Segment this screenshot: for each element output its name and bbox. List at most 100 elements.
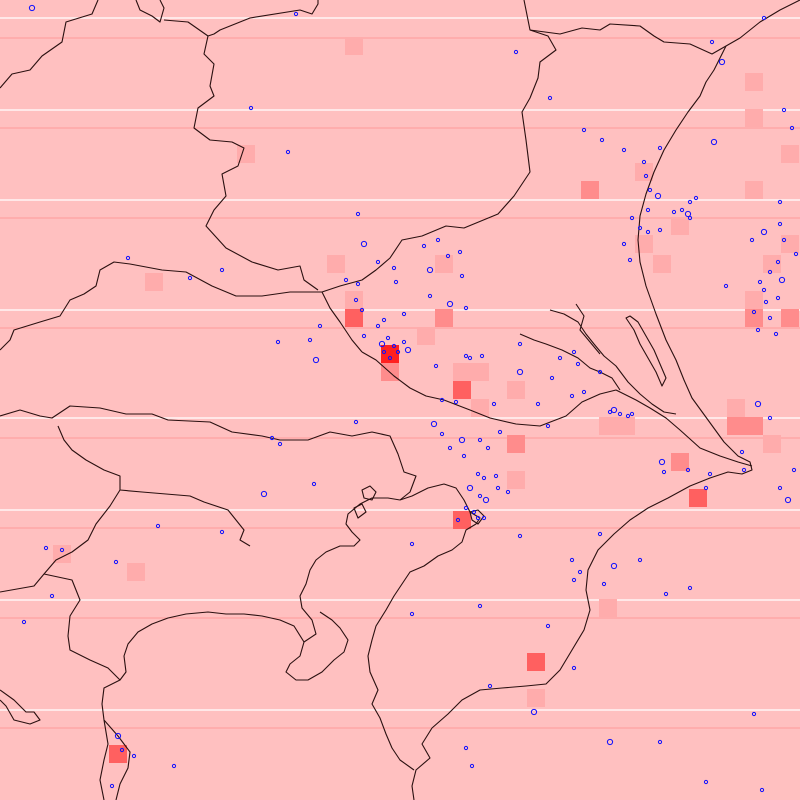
observation-point — [610, 562, 618, 570]
observation-point — [312, 356, 320, 364]
observation-point — [775, 259, 781, 265]
density-cell — [453, 511, 471, 529]
observation-point — [427, 293, 433, 299]
observation-point — [477, 437, 483, 443]
density-cell — [763, 255, 781, 273]
observation-point — [577, 569, 583, 575]
observation-point — [477, 603, 483, 609]
border-north-west — [0, 0, 99, 89]
observation-point — [155, 523, 161, 529]
observation-point — [571, 349, 577, 355]
observation-point — [430, 420, 438, 428]
observation-point — [125, 255, 131, 261]
observation-point — [645, 229, 651, 235]
observation-point — [391, 265, 397, 271]
observation-point — [763, 299, 769, 305]
observation-point — [761, 287, 767, 293]
observation-point — [113, 559, 119, 565]
observation-point — [581, 389, 587, 395]
sagami-bay — [119, 611, 305, 681]
observation-point — [645, 207, 651, 213]
observation-point — [401, 311, 407, 317]
border-saitama-tokyo — [0, 405, 417, 501]
observation-point — [353, 419, 359, 425]
border-gunma-tochigi-east — [193, 35, 319, 291]
density-cell — [781, 235, 799, 253]
observation-point — [757, 279, 763, 285]
observation-point — [491, 401, 497, 407]
density-cell — [635, 235, 653, 253]
observation-point — [581, 127, 587, 133]
observation-point — [131, 753, 137, 759]
observation-point — [545, 623, 551, 629]
density-cell — [599, 417, 617, 435]
observation-point — [749, 237, 755, 243]
observation-point — [516, 368, 524, 376]
density-cell — [345, 309, 363, 327]
river-north — [575, 303, 601, 355]
density-cell — [527, 653, 545, 671]
observation-point — [777, 485, 783, 491]
border-tokyo-south — [57, 425, 251, 547]
observation-point — [455, 517, 461, 523]
observation-point — [355, 211, 361, 217]
observation-point — [495, 485, 501, 491]
observation-point — [707, 471, 713, 477]
density-cell — [237, 145, 255, 163]
observation-point — [49, 593, 55, 599]
density-cell — [345, 37, 363, 55]
observation-point — [760, 228, 768, 236]
observation-point — [685, 467, 691, 473]
observation-point — [661, 469, 667, 475]
observation-point — [621, 241, 627, 247]
observation-point — [767, 269, 773, 275]
observation-point — [359, 307, 365, 313]
density-cell — [745, 109, 763, 127]
observation-point — [433, 363, 439, 369]
observation-point — [375, 323, 381, 329]
observation-point — [481, 475, 487, 481]
density-cell — [507, 381, 525, 399]
observation-point — [637, 557, 643, 563]
observation-point — [467, 355, 473, 361]
density-cell — [671, 217, 689, 235]
observation-point — [353, 297, 359, 303]
observation-point — [307, 337, 313, 343]
border-kanagawa-south-west — [43, 573, 121, 800]
observation-point — [610, 406, 618, 414]
density-cell — [781, 309, 799, 327]
observation-point — [569, 557, 575, 563]
density-cell — [745, 181, 763, 199]
density-cell — [599, 599, 617, 617]
observation-point — [777, 221, 783, 227]
density-cell — [763, 435, 781, 453]
observation-point — [601, 581, 607, 587]
observation-point — [463, 305, 469, 311]
observation-point — [530, 708, 538, 716]
observation-point — [693, 195, 699, 201]
border-ibaraki-chiba — [361, 351, 753, 467]
observation-point — [469, 763, 475, 769]
border-kanagawa-west — [0, 489, 121, 593]
observation-point — [119, 747, 125, 753]
observation-point — [477, 493, 483, 499]
observation-point — [784, 496, 792, 504]
density-cell — [745, 73, 763, 91]
observation-point — [687, 215, 693, 221]
observation-point — [599, 137, 605, 143]
observation-point — [718, 58, 726, 66]
density-cell — [435, 309, 453, 327]
observation-point — [571, 577, 577, 583]
observation-point — [269, 435, 275, 441]
observation-point — [479, 353, 485, 359]
density-cell — [381, 345, 399, 363]
observation-point — [317, 323, 323, 329]
observation-point — [463, 353, 469, 359]
observation-point — [457, 249, 463, 255]
density-cell — [781, 145, 799, 163]
observation-point — [439, 397, 445, 403]
observation-point — [260, 490, 268, 498]
observation-point — [647, 187, 653, 193]
